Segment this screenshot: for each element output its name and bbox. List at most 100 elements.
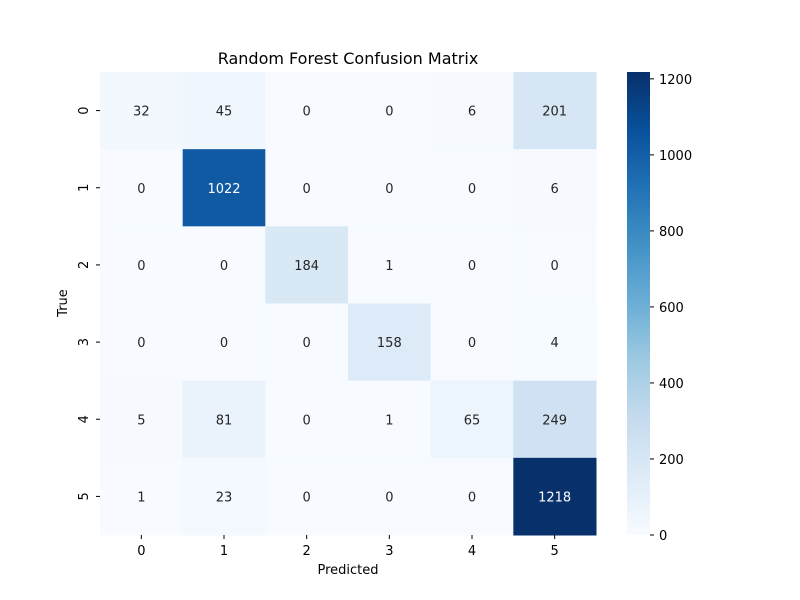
heatmap-cell-1-1: [182, 149, 266, 227]
heatmap-cells: [100, 72, 597, 536]
heatmap-cell-4-0: [100, 380, 184, 459]
y-tick-label: 0: [77, 106, 92, 114]
heatmap-cell-0-2: [265, 72, 349, 150]
heatmap-cell-1-0: [100, 149, 184, 227]
heatmap-cell-2-3: [348, 226, 432, 304]
heatmap-cell-3-5: [513, 303, 597, 382]
x-tick-label: 4: [468, 544, 476, 559]
cell-value-label: 0: [303, 490, 311, 505]
y-tick-label: 5: [77, 492, 92, 500]
heatmap-cell-3-3: [348, 303, 432, 382]
colorbar-tick-label: 800: [659, 225, 684, 240]
heatmap-cell-0-0: [100, 72, 184, 150]
cell-value-label: 0: [220, 336, 228, 351]
heatmap-cell-1-2: [265, 149, 349, 227]
chart-title: Random Forest Confusion Matrix: [218, 49, 479, 68]
colorbar-tick-label: 1200: [659, 73, 692, 88]
cell-value-label: 1022: [207, 182, 240, 197]
cell-value-label: 1: [385, 413, 393, 428]
cell-value-label: 249: [542, 413, 567, 428]
heatmap-cell-1-5: [513, 149, 597, 227]
heatmap-cell-2-5: [513, 226, 597, 304]
heatmap-cell-4-4: [430, 380, 514, 459]
cell-value-label: 0: [303, 182, 311, 197]
heatmap-cell-5-5: [513, 457, 597, 536]
cell-value-label: 0: [220, 259, 228, 274]
cell-value-label: 45: [216, 105, 233, 120]
heatmap-cell-2-4: [430, 226, 514, 304]
y-tick-label: 3: [77, 338, 92, 346]
y-tick-label: 1: [77, 184, 92, 192]
heatmap-cell-4-2: [265, 380, 349, 459]
cell-value-label: 201: [542, 105, 567, 120]
y-tick-label: 4: [77, 415, 92, 423]
heatmap-cell-3-2: [265, 303, 349, 382]
cell-value-label: 0: [137, 336, 145, 351]
heatmap-cell-5-3: [348, 457, 432, 536]
cell-value-label: 0: [468, 182, 476, 197]
heatmap-cell-2-1: [182, 226, 266, 304]
colorbar-tick-label: 200: [659, 453, 684, 468]
heatmap-cell-5-1: [182, 457, 266, 536]
cell-value-label: 0: [385, 105, 393, 120]
cell-value-label: 0: [468, 259, 476, 274]
y-axis-ticks: 0 1 2 3 4 5: [77, 106, 100, 501]
cell-value-label: 0: [137, 259, 145, 274]
cell-value-label: 65: [464, 413, 481, 428]
x-tick-label: 3: [385, 544, 393, 559]
heatmap-cell-0-3: [348, 72, 432, 150]
heatmap-cell-3-0: [100, 303, 184, 382]
cell-value-label: 4: [551, 336, 559, 351]
cell-value-label: 23: [216, 490, 233, 505]
heatmap-cell-4-1: [182, 380, 266, 459]
heatmap-cell-0-1: [182, 72, 266, 150]
colorbar-tick-label: 0: [659, 529, 667, 544]
cell-value-label: 1: [385, 259, 393, 274]
heatmap-cell-5-4: [430, 457, 514, 536]
cell-value-label: 0: [303, 413, 311, 428]
colorbar-tick-label: 600: [659, 301, 684, 316]
cell-value-label: 0: [303, 336, 311, 351]
heatmap-cell-5-2: [265, 457, 349, 536]
heatmap-cell-3-4: [430, 303, 514, 382]
heatmap-cell-0-5: [513, 72, 597, 150]
heatmap-cell-2-2: [265, 226, 349, 304]
heatmap-cell-2-0: [100, 226, 184, 304]
heatmap-cell-3-1: [182, 303, 266, 382]
y-tick-label: 2: [77, 261, 92, 269]
heatmap-cell-4-3: [348, 380, 432, 459]
cell-value-label: 5: [137, 413, 145, 428]
heatmap-cell-0-4: [430, 72, 514, 150]
colorbar-tick-label: 1000: [659, 149, 692, 164]
cell-value-label: 0: [303, 105, 311, 120]
heatmap-cell-1-3: [348, 149, 432, 227]
heatmap-cell-1-4: [430, 149, 514, 227]
x-tick-label: 5: [551, 544, 559, 559]
cell-value-label: 0: [137, 182, 145, 197]
cell-value-label: 1: [137, 490, 145, 505]
cell-value-label: 81: [216, 413, 233, 428]
x-tick-label: 0: [137, 544, 145, 559]
cell-value-label: 184: [294, 259, 319, 274]
cell-value-label: 0: [385, 182, 393, 197]
cell-value-label: 0: [468, 336, 476, 351]
x-axis-ticks: 0 1 2 3 4 5: [137, 535, 559, 559]
cell-value-label: 158: [377, 336, 402, 351]
cell-value-label: 6: [468, 105, 476, 120]
x-tick-label: 2: [303, 544, 311, 559]
cell-value-label: 6: [551, 182, 559, 197]
y-axis-label: True: [56, 289, 71, 318]
cell-value-label: 1218: [538, 490, 571, 505]
x-tick-label: 1: [220, 544, 228, 559]
cell-value-label: 32: [133, 105, 150, 120]
colorbar-ticks: 0 200 400 600 800 1000 1200: [650, 73, 692, 544]
x-axis-label: Predicted: [317, 563, 378, 578]
cell-value-label: 0: [468, 490, 476, 505]
heatmap-cell-4-5: [513, 380, 597, 459]
colorbar-gradient: [627, 72, 650, 535]
colorbar-tick-label: 400: [659, 377, 684, 392]
heatmap-cell-5-0: [100, 457, 184, 536]
colorbar: [627, 72, 650, 535]
